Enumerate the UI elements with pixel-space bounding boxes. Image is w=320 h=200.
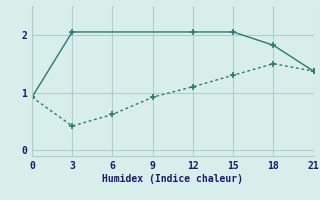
X-axis label: Humidex (Indice chaleur): Humidex (Indice chaleur) xyxy=(102,174,243,184)
